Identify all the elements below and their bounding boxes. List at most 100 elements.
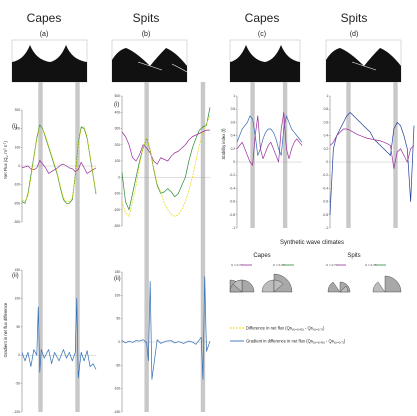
- chart-c: -1 -0.8 -0.6 -0.4 -0.2 0 0.2 0.4 0.6 0.8 1: [230, 94, 303, 230]
- u-label-1: U = 0.70: [231, 263, 252, 267]
- ytick-label-c-10: 1: [233, 94, 235, 98]
- ytick-label-d-3: -0.4: [323, 186, 329, 190]
- letter-d: (d): [350, 31, 359, 38]
- band-connector-6: [346, 82, 351, 96]
- panel-label-a-ii: (ii): [12, 273, 19, 279]
- letter-a: (a): [40, 31, 49, 38]
- ytick-label-d-4: -0.2: [323, 173, 329, 177]
- legend-difference: Difference in net flux (Qs(U=0.45) - Qs(…: [230, 326, 325, 332]
- legend-difference-text: Difference in net flux (Qs(U=0.45) - Qs(…: [246, 326, 325, 332]
- wave-rose-capes-045: [261, 273, 293, 293]
- ytick-label-d-8: 0.6: [324, 120, 329, 124]
- ytick-label-b-i-8: 500: [115, 94, 121, 98]
- ytick-label-b-i-6: 300: [115, 127, 121, 131]
- u-label-3: U = 0.70: [326, 263, 346, 267]
- band-connector-3: [200, 82, 206, 96]
- ytick-label-a-i-1: -200: [14, 201, 21, 205]
- ytick-label-b-i-2: -100: [114, 192, 121, 196]
- chart-b-ii: -150 -100 -50 0 50 100 150: [114, 270, 211, 414]
- band-connector-10: [144, 226, 149, 272]
- chart-a-ii: -100 -50 0 50 100 150: [14, 268, 97, 414]
- wave-rose-spits-070: [327, 281, 351, 293]
- shoreline-image-d: [325, 39, 402, 83]
- legend-gradient: Gradient in difference in net flux (Qs(U…: [230, 339, 346, 345]
- ytick-label-a-i-5: 200: [15, 127, 21, 131]
- ytick-label-a-ii-4: 100: [15, 296, 21, 300]
- ytick-label-c-7: 0.4: [231, 134, 236, 138]
- ytick-label-a-i-4: 100: [15, 145, 21, 149]
- ytick-label-a-ii-5: 150: [15, 268, 21, 272]
- series-a-i-purple: [21, 160, 97, 174]
- band-connector-4: [250, 82, 255, 96]
- chart-a-i: -300 -200 -100 0 100 200 300: [14, 108, 97, 224]
- chart-d: -1 -0.8 -0.6 -0.4 -0.2 0 0.2 0.4 0.6 0.8 1: [323, 94, 415, 230]
- synthetic-capes: Capes: [253, 253, 270, 259]
- series-c-blue: [236, 115, 303, 156]
- svg-text:U = 0.45: U = 0.45: [273, 263, 285, 267]
- ytick-label-b-ii-0: -150: [114, 410, 121, 414]
- wave-rose-capes-070: [229, 279, 255, 293]
- ylabel-stability: Stability index (f): [221, 128, 226, 160]
- ytick-label-c-4: -0.2: [230, 173, 236, 177]
- synthetic-title: Synthetic wave climates: [280, 240, 344, 246]
- u-label-2: U = 0.45: [273, 263, 294, 267]
- ytick-label-b-i-3: 0: [118, 175, 120, 179]
- ytick-label-c-1: -0.8: [230, 213, 236, 217]
- panel-label-b-ii: (ii): [114, 276, 121, 282]
- legend-gradient-text: Gradient in difference in net flux (Qs(U…: [246, 339, 346, 345]
- ytick-label-d-5: 0: [326, 160, 328, 164]
- ytick-label-a-i-0: -300: [14, 220, 21, 224]
- shoreline-image-a: [11, 39, 88, 83]
- ylabel-gradient: Gradient in net flux difference: [3, 302, 8, 357]
- band-b-i-0: [144, 96, 149, 226]
- band-connector-7: [393, 82, 398, 96]
- ytick-label-d-10: 1: [326, 94, 328, 98]
- ytick-label-b-ii-6: 150: [115, 270, 121, 274]
- ytick-label-c-8: 0.6: [231, 120, 236, 124]
- ytick-label-d-9: 0.8: [324, 107, 329, 111]
- band-b-i-1: [200, 96, 206, 226]
- ytick-label-a-i-6: 300: [15, 108, 21, 112]
- ytick-label-c-5: 0: [233, 160, 235, 164]
- chart-b-i: -300 -200 -100 0 100 200 300 400 500: [114, 94, 211, 228]
- ytick-label-a-ii-2: 0: [18, 353, 20, 357]
- ytick-label-d-1: -0.8: [323, 213, 329, 217]
- ytick-label-c-6: 0.2: [231, 147, 236, 151]
- ytick-label-b-i-1: -200: [114, 208, 121, 212]
- ytick-label-d-7: 0.4: [324, 134, 329, 138]
- band-a-ii-0: [38, 270, 43, 412]
- panel-label-a-i: (i): [12, 124, 17, 130]
- ytick-label-c-9: 0.8: [231, 107, 236, 111]
- ylabel-net-flux: Net Flux (Qs, m3 s-1): [3, 141, 10, 179]
- band-connector-5: [282, 82, 288, 96]
- ytick-label-d-2: -0.6: [323, 200, 329, 204]
- synthetic-spits: Spits: [347, 253, 360, 259]
- band-connector-1: [75, 82, 80, 110]
- wave-rose-spits-045: [372, 275, 402, 293]
- series-a-i-yellow: [21, 126, 97, 202]
- ytick-label-b-ii-2: -50: [115, 363, 120, 367]
- ytick-label-a-ii-0: -100: [14, 410, 21, 414]
- header-spits-b: Spits: [133, 11, 160, 25]
- series-d-purple: [329, 128, 415, 169]
- series-b-i-yellow: [121, 115, 211, 217]
- u-label-4: U = 0.45: [365, 263, 386, 267]
- ytick-label-b-ii-3: 0: [118, 340, 120, 344]
- shoreline-image-c: [229, 39, 301, 83]
- ytick-label-d-0: -1: [325, 226, 328, 230]
- band-connector-9: [75, 222, 80, 270]
- ytick-label-b-ii-5: 100: [115, 293, 121, 297]
- series-a-i-green: [21, 124, 97, 204]
- ytick-label-a-ii-1: -50: [15, 382, 20, 386]
- header-capes-a: Capes: [27, 11, 62, 25]
- ytick-label-b-i-7: 400: [115, 110, 121, 114]
- band-connector-8: [38, 222, 43, 270]
- series-c-purple: [236, 112, 303, 166]
- ytick-label-a-i-3: 0: [18, 164, 20, 168]
- header-spits-d: Spits: [341, 11, 368, 25]
- shoreline-image-b: [111, 39, 188, 83]
- series-b-i-green: [121, 107, 211, 211]
- svg-text:U = 0.45: U = 0.45: [365, 263, 377, 267]
- ytick-label-c-2: -0.6: [230, 200, 236, 204]
